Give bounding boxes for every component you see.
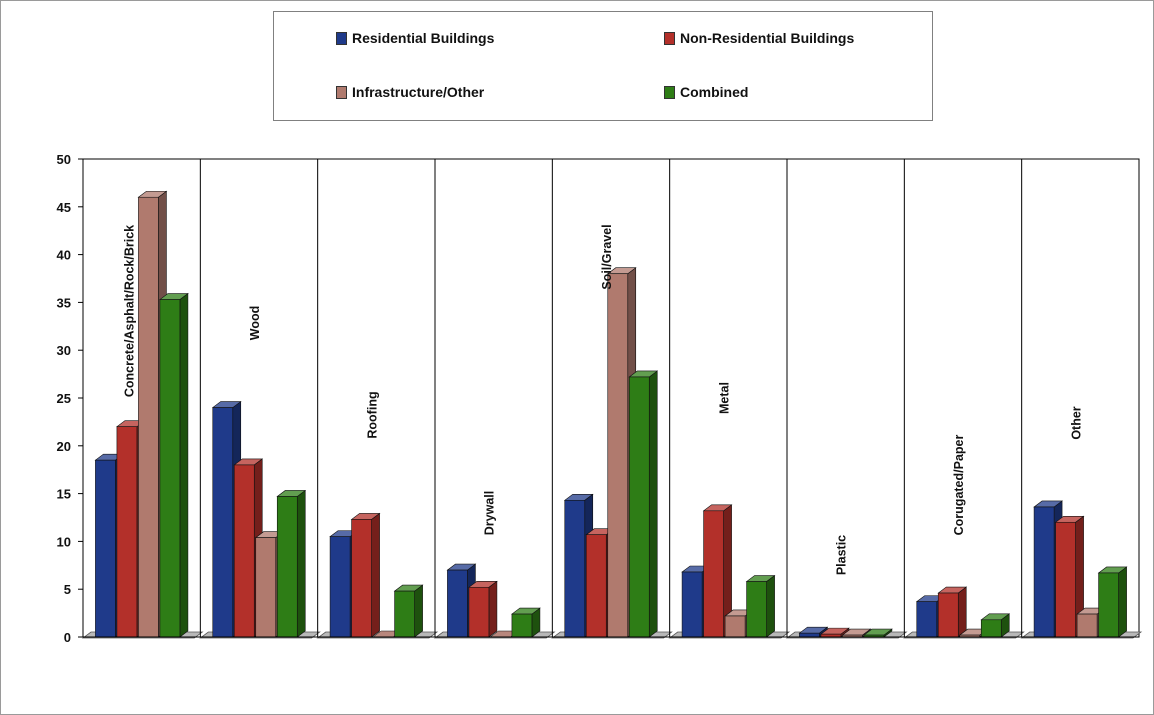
y-tick-label: 50 <box>57 152 71 167</box>
y-tick-label: 0 <box>64 630 71 645</box>
y-tick-label: 10 <box>57 534 71 549</box>
legend-item-residential: Residential Buildings <box>336 30 494 46</box>
y-tick-label: 15 <box>57 487 71 502</box>
bar-3-1 <box>468 580 498 638</box>
chart-legend: Residential Buildings Non-Residential Bu… <box>273 11 933 121</box>
category-label: Plastic <box>835 535 849 575</box>
bar-side <box>766 574 775 638</box>
y-tick-label: 35 <box>57 295 71 310</box>
y-tick-label: 25 <box>57 391 71 406</box>
bar-side <box>179 292 189 638</box>
y-tick-label: 20 <box>57 439 71 454</box>
bar-4-3 <box>628 370 659 638</box>
category-label: Other <box>1069 406 1083 439</box>
category-label: Corugated/Paper <box>952 435 966 536</box>
bar-front <box>724 615 746 638</box>
bar-5-3 <box>745 574 776 638</box>
bar-7-3 <box>980 613 1011 638</box>
bar-front <box>585 534 607 638</box>
category-label: Soil/Gravel <box>600 224 614 289</box>
legend-label-infrastructure: Infrastructure/Other <box>352 84 485 100</box>
bar-2-1 <box>350 512 381 638</box>
y-tick-label: 45 <box>57 200 71 215</box>
legend-item-combined: Combined <box>664 84 748 100</box>
legend-swatch-combined <box>664 85 675 99</box>
bar-front <box>937 592 959 638</box>
bar-front <box>746 581 767 638</box>
bar-front <box>799 632 820 638</box>
y-axis: 0 5 10 15 20 25 30 35 40 45 50 <box>57 152 83 645</box>
category-label: Wood <box>248 306 262 340</box>
bar-front <box>628 376 650 638</box>
category-label: Concrete/Asphalt/Rock/Brick <box>123 225 137 397</box>
bar-front <box>703 510 724 638</box>
bar-side <box>957 586 967 638</box>
bar-front <box>116 426 138 638</box>
legend-item-infrastructure: Infrastructure/Other <box>336 84 484 100</box>
legend-swatch-residential <box>336 31 347 45</box>
bar-front <box>564 499 586 638</box>
bar-front <box>329 536 351 638</box>
bar-front <box>1033 506 1055 638</box>
bar-front <box>1098 572 1119 638</box>
bar-side <box>371 512 380 638</box>
bar-front <box>1055 521 1076 638</box>
y-tick-label: 5 <box>64 582 71 597</box>
y-tick-label: 40 <box>57 248 71 263</box>
bar-front <box>916 601 938 638</box>
bar-6-2 <box>841 628 872 638</box>
y-tick-label: 30 <box>57 343 71 358</box>
bar-7-1 <box>937 586 968 638</box>
bar-2-3 <box>393 584 424 638</box>
bar-front <box>447 569 468 638</box>
bar-side <box>1118 566 1127 638</box>
bar-8-3 <box>1097 566 1128 638</box>
bar-front <box>681 571 703 638</box>
bar-side <box>296 489 306 638</box>
legend-item-non-residential: Non-Residential Buildings <box>664 30 854 46</box>
legend-label-non-residential: Non-Residential Buildings <box>680 30 855 46</box>
bar-3-3 <box>511 607 541 638</box>
bar-front <box>394 590 415 638</box>
bar-0-3 <box>159 292 189 638</box>
bar-6-3 <box>863 628 893 638</box>
category-label: Metal <box>717 382 731 414</box>
bar-front <box>468 586 490 638</box>
bar-front <box>212 407 234 638</box>
bar-side <box>488 580 498 638</box>
bar-1-3 <box>276 489 307 638</box>
bar-front <box>276 496 298 638</box>
bar-front <box>233 464 255 638</box>
bar-front <box>607 273 629 638</box>
bar-front <box>159 299 181 638</box>
bar-front <box>980 619 1002 638</box>
bar-front <box>1076 613 1098 638</box>
bar-front <box>255 537 277 638</box>
legend-swatch-infrastructure <box>336 85 347 99</box>
legend-label-residential: Residential Buildings <box>352 30 495 46</box>
bar-8-1 <box>1054 515 1085 638</box>
bar-front <box>351 519 372 638</box>
bar-front <box>511 613 533 638</box>
category-label: Drywall <box>483 491 497 535</box>
category-label: Roofing <box>365 391 379 438</box>
legend-label-combined: Combined <box>680 84 749 100</box>
bar-side <box>648 370 658 638</box>
plot-area: Concrete/Asphalt/Rock/Brick Wood Roofing Dr… <box>81 158 1143 639</box>
bar-front <box>138 196 159 638</box>
legend-swatch-non-residential <box>664 31 675 45</box>
bar-front <box>95 459 116 638</box>
bar-side <box>414 584 423 638</box>
